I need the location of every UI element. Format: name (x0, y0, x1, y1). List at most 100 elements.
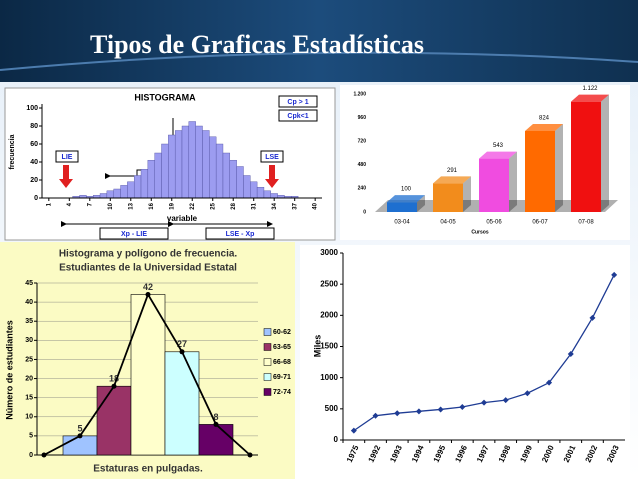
polygon-point (111, 383, 117, 389)
y-tick-label: 80 (30, 123, 38, 130)
bar-side (509, 151, 517, 212)
bar (209, 136, 217, 199)
bar (164, 351, 200, 456)
bar (130, 294, 166, 456)
y-axis-label: Miles (312, 335, 322, 358)
value-label: 824 (539, 116, 550, 122)
value-label: 8 (213, 412, 218, 422)
x-tick-label: 05-06 (486, 220, 502, 226)
chart-title: HISTOGRAMA (134, 92, 196, 102)
bar (387, 202, 417, 212)
marker (459, 403, 466, 410)
bar (263, 190, 271, 199)
x-tick-label: 28 (231, 202, 237, 209)
value-label: 543 (493, 143, 504, 149)
polygon-point (41, 452, 47, 458)
y-tick-label: 1000 (320, 373, 338, 382)
combo-panel: Histograma y polígono de frecuencia. Est… (0, 242, 295, 479)
bar (270, 193, 278, 199)
bar (181, 125, 190, 199)
x-tick-label: 04-05 (440, 220, 456, 226)
y-tick-label: 0 (334, 435, 339, 444)
marker (372, 412, 379, 419)
bar-side (417, 195, 425, 212)
bar (161, 143, 169, 199)
x-tick-label: 4 (67, 202, 73, 206)
bar3d-panel: Cursos 0 240 480 720 960 1.200 100 03-04 291 04-0… (340, 85, 630, 240)
y-tick-label: 480 (358, 162, 367, 168)
bar (174, 130, 183, 199)
bar-side (463, 176, 471, 212)
y-tick-label: 25 (25, 356, 33, 363)
marker (394, 410, 401, 417)
x-tick-label: 10 (108, 202, 114, 209)
legend-swatch (263, 358, 272, 366)
slide-title: Tipos de Graficas Estadísticas (90, 30, 424, 59)
bar (147, 159, 155, 199)
y-tick-label: 20 (30, 177, 38, 184)
marker (481, 399, 487, 406)
polygon-point (247, 452, 253, 458)
bar (106, 190, 114, 199)
legend-label: 66-68 (273, 359, 291, 366)
bar (154, 152, 162, 199)
bar-top (525, 123, 563, 131)
bar (256, 186, 265, 199)
annotation: LSE - Xp (226, 231, 255, 238)
polygon-point (145, 291, 151, 297)
bar (433, 183, 463, 212)
polygon-point (213, 421, 219, 427)
x-tick-label: 19 (169, 202, 175, 209)
y-tick-label: 5 (29, 433, 33, 440)
value-label: 291 (447, 168, 458, 174)
x-tick-label: 31 (251, 202, 257, 209)
legend-label: 60-62 (273, 329, 291, 336)
x-tick-label: 37 (292, 202, 298, 209)
bar (525, 130, 555, 212)
bar-top (433, 176, 471, 184)
marker (589, 314, 596, 321)
marker (502, 397, 509, 404)
y-axis-label: frecuencia (9, 134, 16, 169)
header-curve (0, 51, 638, 71)
y-tick-label: 1.200 (353, 91, 366, 97)
legend-swatch (263, 328, 272, 336)
y-tick-label: 40 (30, 159, 38, 166)
x-axis-label: Cursos (471, 229, 488, 235)
x-tick-label: 1 (46, 202, 52, 206)
y-tick-label: 720 (358, 139, 367, 145)
bar (571, 101, 601, 212)
bar (222, 152, 231, 199)
polygon-point (77, 433, 83, 439)
chart-subtitle: Estudiantes de la Universidad Estatal (59, 263, 237, 274)
y-tick-label: 1500 (320, 342, 338, 351)
annotation-box (278, 95, 318, 108)
y-tick-label: 100 (26, 105, 38, 112)
bar (168, 134, 176, 199)
bar-top (571, 94, 609, 102)
annotation-box (99, 227, 169, 240)
annotation: Xp - LIE (121, 231, 147, 238)
annotation-box (205, 227, 275, 240)
legend-swatch (263, 373, 272, 381)
value-label: 27 (177, 339, 187, 349)
x-tick-label: 06-07 (532, 220, 548, 226)
bar (243, 175, 251, 199)
x-tick-label: 22 (190, 202, 196, 209)
annotation-box (55, 150, 79, 163)
value-label: 18 (109, 374, 119, 384)
annotation-box (278, 109, 318, 122)
y-tick-label: 30 (25, 337, 33, 344)
y-tick-label: 20 (25, 375, 33, 382)
marker (611, 271, 618, 278)
annotation-box (260, 150, 284, 163)
bar (99, 193, 108, 199)
value-label: 1.122 (582, 86, 598, 92)
x-tick-label: 25 (210, 202, 216, 209)
histogram-panel: HISTOGRAMA frecuencia variable Cp > 1 Cp… (4, 87, 336, 241)
x-axis-label: variable (167, 214, 198, 223)
marker (546, 379, 553, 386)
y-tick-label: 0 (363, 209, 366, 215)
